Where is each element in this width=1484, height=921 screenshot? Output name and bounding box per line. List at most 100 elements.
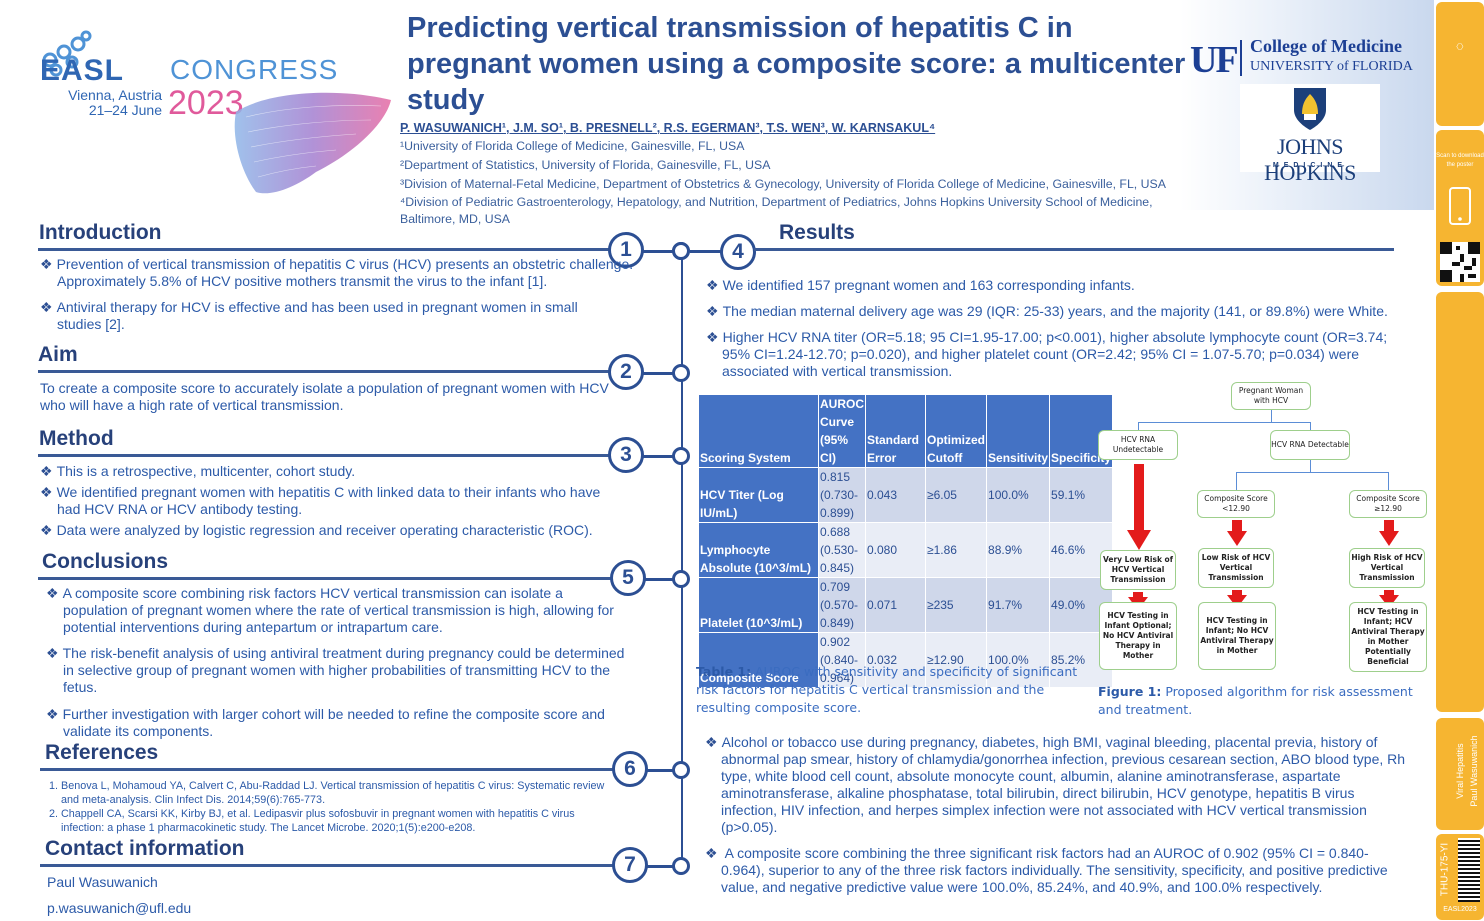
conclusion-bullet-3-text: Further investigation with larger cohort… — [62, 706, 605, 739]
connector-3 — [642, 455, 678, 458]
table-header: Sensitivity — [986, 394, 1051, 468]
section-number-3: 3 — [608, 437, 644, 473]
figure-caption: Figure 1: Proposed algorithm for risk as… — [1098, 683, 1428, 719]
table-cell: HCV Titer (Log IU/mL) — [698, 467, 819, 523]
flow-score-low: Composite Score <12.90 — [1197, 490, 1275, 518]
table-cell: 59.1% — [1049, 467, 1114, 523]
conclusion-bullet-3: ❖ Further investigation with larger cohor… — [46, 706, 636, 740]
easl-word: EASL — [40, 54, 125, 87]
easl-hexagon-icon — [42, 30, 92, 77]
flow-line — [1310, 422, 1311, 430]
table-cell: 0.688 (0.530-0.845) — [818, 522, 866, 578]
diamond-bullet-icon: ❖ — [46, 645, 59, 661]
conclusion-bullet-1: ❖ A composite score combining risk factor… — [46, 585, 626, 636]
method-bullet-2-text: We identified pregnant women with hepati… — [56, 484, 601, 517]
uf-line2: UNIVERSITY of FLORIDA — [1250, 59, 1413, 74]
intro-bullet-2: ❖ Antiviral therapy for HCV is effective … — [40, 299, 610, 333]
method-title: Method — [39, 427, 114, 450]
connector-5 — [644, 578, 678, 581]
flow-line — [1236, 472, 1237, 490]
ring-5 — [672, 570, 690, 588]
table-cell: 100.0% — [986, 632, 1051, 688]
red-arrow-icon — [1227, 520, 1247, 546]
jh-line1: JOHNS HOPKINS — [1264, 134, 1356, 185]
table-cell: ≥235 — [924, 577, 988, 633]
method-bullet-3: ❖ Data were analyzed by logistic regressi… — [40, 522, 630, 539]
table-header: Optimized Cutoff — [924, 394, 988, 468]
uf-logo: UF College of Medicine UNIVERSITY of FLO… — [1190, 36, 1430, 81]
table-caption: Table 1: AUROC with sensitivity and spec… — [696, 663, 1081, 717]
flow-line — [1236, 472, 1388, 473]
flow-score-high: Composite Score ≥12.90 — [1349, 490, 1427, 518]
section-number-4: 4 — [720, 234, 756, 270]
results-bullet-5: ❖ A composite score combining the three … — [705, 845, 1410, 896]
intro-bullet-1-text: Prevention of vertical transmission of h… — [56, 256, 634, 289]
table-cell: 100.0% — [986, 467, 1051, 523]
figure-caption-label: Figure 1: — [1098, 684, 1162, 699]
uf-mark: UF — [1190, 39, 1239, 81]
section-number-6: 6 — [612, 751, 648, 787]
aim-rule — [38, 370, 612, 373]
results-bullet-2: ❖ The median maternal delivery age was 29… — [706, 303, 1416, 320]
strip-poster-icon: ⬡ — [1455, 43, 1465, 50]
intro-bullet-1: ❖ Prevention of vertical transmission of … — [40, 256, 640, 290]
risk-algorithm-flowchart: Pregnant Woman with HCV HCV RNA Undetect… — [1097, 380, 1427, 680]
references-list: Benova L, Mohamoud YA, Calvert C, Abu-Ra… — [47, 779, 617, 835]
connector-1 — [642, 250, 678, 253]
conclusions-rule — [38, 577, 612, 580]
conclusion-bullet-1-text: A composite score combining risk factors… — [62, 585, 614, 635]
flow-line — [1138, 422, 1310, 423]
red-arrow-icon — [1379, 520, 1399, 546]
uf-divider — [1240, 40, 1242, 76]
diamond-bullet-icon: ❖ — [705, 845, 718, 861]
diamond-bullet-icon: ❖ — [40, 299, 53, 315]
strip-scan: Scan to download the poster — [1436, 130, 1484, 286]
table-cell: 91.7% — [986, 577, 1051, 633]
red-arrow-icon — [1379, 590, 1399, 608]
table-cell: Platelet (10^3/mL) — [698, 577, 819, 633]
conclusions-title: Conclusions — [42, 550, 169, 573]
table-cell: 0.043 — [865, 467, 926, 523]
results-bullet-3-text: Higher HCV RNA titer (OR=5.18; 95 CI=1.9… — [722, 329, 1388, 379]
strip-poster-logo: ⬡ — [1436, 2, 1484, 126]
qr-code-icon — [1440, 242, 1480, 282]
table-cell: 0.902 (0.840-0.964) — [818, 632, 866, 688]
table-cell: Composite Score — [698, 632, 819, 688]
results-bullet-1-text: We identified 157 pregnant women and 163… — [722, 277, 1135, 293]
figure-caption-text: Proposed algorithm for risk assessment a… — [1098, 684, 1413, 717]
red-arrow-icon — [1127, 464, 1151, 550]
contact-title: Contact information — [45, 837, 245, 860]
connector-6 — [646, 769, 678, 772]
intro-bullet-2-text: Antiviral therapy for HCV is effective a… — [56, 299, 578, 332]
table-cell: 0.080 — [865, 522, 926, 578]
table-header: Scoring System — [698, 394, 819, 468]
table-cell: 88.9% — [986, 522, 1051, 578]
table-header: AUROC Curve (95% CI) — [818, 394, 866, 468]
references-rule — [40, 768, 614, 771]
strip-tag: EASL2023 — [1443, 906, 1477, 913]
table-cell: 0.815 (0.730-0.899) — [818, 467, 866, 523]
flow-action-high: HCV Testing in Infant; HCV Antiviral The… — [1349, 602, 1427, 672]
section-number-5: 5 — [610, 560, 646, 596]
connector-4 — [690, 250, 722, 253]
method-rule — [38, 454, 612, 457]
jh-line2: MEDICINE — [1272, 162, 1348, 169]
flow-risk-very-low: Very Low Risk of HCV Vertical Transmissi… — [1100, 550, 1176, 590]
table-header-row: Scoring System AUROC Curve (95% CI) Stan… — [698, 394, 1114, 468]
flow-risk-low: Low Risk of HCV Vertical Transmission — [1198, 548, 1274, 588]
flow-risk-high: High Risk of HCV Vertical Transmission — [1349, 548, 1425, 588]
contact-email[interactable]: p.wasuwanich@ufl.edu — [47, 900, 192, 916]
affiliation-1: ¹University of Florida College of Medici… — [400, 139, 745, 153]
table-row: HCV Titer (Log IU/mL) 0.815 (0.730-0.899… — [698, 467, 1114, 523]
flow-line — [1310, 460, 1311, 472]
aim-text: To create a composite score to accuratel… — [40, 380, 609, 413]
flow-undetectable: HCV RNA Undetectable — [1098, 430, 1178, 460]
flow-line — [1388, 472, 1389, 490]
ring-6 — [672, 761, 690, 779]
method-bullet-3-text: Data were analyzed by logistic regressio… — [56, 522, 593, 538]
phone-icon — [1449, 187, 1471, 225]
results-bullet-3: ❖ Higher HCV RNA titer (OR=5.18; 95 CI=1.… — [706, 329, 1416, 380]
qr-code[interactable] — [1440, 242, 1480, 282]
flow-action-very-low: HCV Testing in Infant Optional; No HCV A… — [1099, 602, 1177, 670]
reference-item: Chappell CA, Scarsi KK, Kirby BJ, et al.… — [61, 807, 617, 835]
